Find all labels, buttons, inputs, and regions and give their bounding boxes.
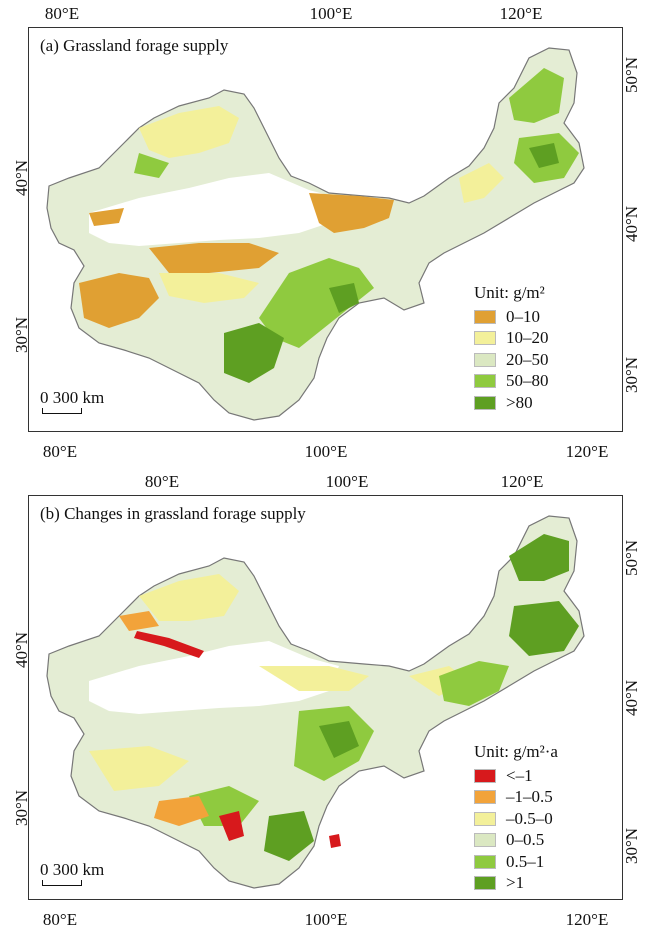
legend-swatch	[474, 833, 496, 848]
legend-swatch	[474, 790, 496, 805]
map-frame	[28, 27, 623, 432]
tick-bottom-100e: 100°E	[304, 442, 348, 461]
tick-top-120e: 120°E	[500, 472, 544, 491]
tick-top-100e: 100°E	[325, 472, 369, 491]
tick-top-80e: 80°E	[144, 472, 180, 491]
legend-label: 50–80	[506, 371, 549, 391]
scale-bar-line	[42, 408, 82, 414]
tick-top-80e: 80°E	[44, 4, 80, 23]
tick-left-30n: 30°N	[12, 789, 31, 827]
tick-right-50n: 50°N	[622, 56, 641, 94]
legend-swatch	[474, 768, 496, 783]
tick-left-40n: 40°N	[12, 159, 31, 197]
legend-item: 0–0.5	[474, 830, 558, 852]
legend-item: >80	[474, 392, 549, 414]
legend-label: –1–0.5	[506, 787, 553, 807]
legend-item: 0–10	[474, 306, 549, 328]
legend-item: 0.5–1	[474, 851, 558, 873]
legend: Unit: g/m² 0–10 10–20 20–50 50–80 >80	[474, 283, 549, 414]
legend-label: >80	[506, 392, 533, 412]
legend-swatch	[474, 395, 496, 410]
tick-bottom-120e: 120°E	[565, 442, 609, 461]
legend: Unit: g/m²·a <–1 –1–0.5 –0.5–0 0–0.5 0.5…	[474, 742, 558, 894]
scale-bar: 0 300 km	[40, 860, 104, 886]
legend-label: 20–50	[506, 349, 549, 369]
legend-item: 20–50	[474, 349, 549, 371]
tick-left-30n: 30°N	[12, 316, 31, 354]
tick-right-30n: 30°N	[622, 356, 641, 394]
legend-label: 0–0.5	[506, 830, 545, 850]
legend-item: –1–0.5	[474, 787, 558, 809]
legend-swatch	[474, 854, 496, 869]
legend-item: –0.5–0	[474, 808, 558, 830]
tick-bottom-100e: 100°E	[304, 910, 348, 929]
tick-top-120e: 120°E	[499, 4, 543, 23]
legend-swatch	[474, 352, 496, 367]
scale-bar-label: 0 300 km	[40, 860, 105, 879]
legend-swatch	[474, 811, 496, 826]
tick-bottom-120e: 120°E	[565, 910, 609, 929]
tick-right-40n: 40°N	[622, 679, 641, 717]
panel-title: (a) Grassland forage supply	[40, 36, 229, 55]
tick-right-30n: 30°N	[622, 827, 641, 865]
tick-right-50n: 50°N	[622, 539, 641, 577]
tick-bottom-80e: 80°E	[42, 442, 78, 461]
tick-bottom-80e: 80°E	[42, 910, 78, 929]
desert-area	[89, 173, 339, 246]
tick-right-40n: 40°N	[622, 205, 641, 243]
class-over-80	[224, 323, 284, 383]
scale-bar-line	[42, 880, 82, 886]
map-frame	[28, 495, 623, 900]
legend-title: Unit: g/m²	[474, 283, 545, 302]
legend-item: <–1	[474, 765, 558, 787]
class-50-80	[259, 258, 374, 348]
legend-swatch	[474, 876, 496, 891]
legend-item: 50–80	[474, 371, 549, 393]
panel-title: (b) Changes in grassland forage supply	[40, 504, 306, 523]
map-forage-supply	[46, 47, 585, 421]
scale-bar: 0 300 km	[40, 388, 104, 414]
map-forage-change	[46, 515, 585, 889]
legend-swatch	[474, 331, 496, 346]
legend-label: 0.5–1	[506, 851, 545, 871]
legend-label: 0–10	[506, 306, 540, 326]
legend-swatch	[474, 374, 496, 389]
tick-left-40n: 40°N	[12, 631, 31, 669]
class-0-10	[309, 193, 394, 233]
class-neg1-neg05	[154, 796, 209, 826]
legend-label: –0.5–0	[506, 808, 553, 828]
class-10-20	[139, 106, 239, 158]
legend-item: 10–20	[474, 328, 549, 350]
desert-area	[89, 641, 339, 714]
legend-label: <–1	[506, 765, 533, 785]
legend-label: >1	[506, 873, 525, 893]
class-neg05-0	[139, 574, 239, 621]
class-over-1	[509, 534, 569, 581]
scale-bar-label: 0 300 km	[40, 388, 105, 407]
legend-title: Unit: g/m²·a	[474, 742, 558, 761]
class-under-neg1	[134, 631, 204, 658]
legend-item: >1	[474, 873, 558, 895]
tick-top-100e: 100°E	[309, 4, 353, 23]
panel-a-forage-supply: (a) Grassland forage supply 80°E 100°E 1…	[12, 4, 641, 461]
legend-swatch	[474, 309, 496, 324]
legend-label: 10–20	[506, 328, 549, 348]
panel-b-forage-change: (b) Changes in grassland forage supply 8…	[0, 468, 650, 936]
